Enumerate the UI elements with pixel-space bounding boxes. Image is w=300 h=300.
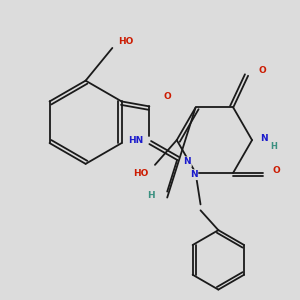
Text: O: O xyxy=(163,92,171,101)
Text: HO: HO xyxy=(134,169,149,178)
Text: N: N xyxy=(190,170,197,179)
Text: O: O xyxy=(258,66,266,75)
Text: HN: HN xyxy=(128,136,143,145)
Text: N: N xyxy=(260,134,268,142)
Text: H: H xyxy=(148,191,155,200)
Text: N: N xyxy=(183,158,191,166)
Text: H: H xyxy=(270,142,277,151)
Text: HO: HO xyxy=(118,37,134,46)
Text: O: O xyxy=(273,166,281,175)
